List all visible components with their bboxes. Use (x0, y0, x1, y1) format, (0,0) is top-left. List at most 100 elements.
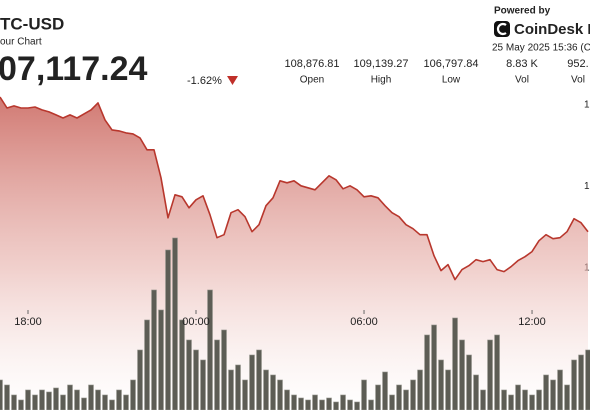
volume-bar (459, 339, 465, 410)
volume-bar (431, 324, 437, 410)
volume-bar (74, 389, 80, 410)
volume-bar (144, 319, 150, 410)
down-arrow (227, 76, 238, 85)
x-tick-label: 12:00 (518, 316, 546, 328)
volume-bar (0, 379, 3, 410)
volume-bar (417, 369, 423, 410)
volume-bar (445, 369, 451, 410)
volume-bar (25, 389, 31, 410)
volume-bar (18, 399, 24, 410)
volume-bar (473, 374, 479, 410)
stat-label: High (371, 75, 392, 86)
stat-label: Open (300, 75, 324, 86)
volume-bar (466, 354, 472, 410)
volume-bar (179, 319, 185, 410)
volume-bar (39, 389, 45, 410)
volume-bar (263, 369, 269, 410)
brand: CoinDesk Da (514, 21, 590, 38)
volume-bar (452, 317, 458, 410)
volume-bar (242, 379, 248, 410)
volume-bar (200, 359, 206, 410)
x-tick-label: 00:00 (182, 316, 210, 328)
volume-bar (228, 369, 234, 410)
x-tick-label: 06:00 (350, 316, 378, 328)
volume-bar (501, 389, 507, 410)
volume-bar (249, 354, 255, 410)
header: TC-USD our Chart 07,117.24 -1.62% Powere… (0, 6, 590, 88)
volume-bar (137, 349, 143, 410)
stat-value: 109,139.27 (353, 58, 408, 70)
volume-bar (298, 397, 304, 410)
volume-bar (32, 394, 38, 410)
volume-bar (186, 339, 192, 410)
volume-bar (368, 399, 374, 410)
volume-bar (522, 389, 528, 410)
volume-bar (480, 389, 486, 410)
y-tick-label: 1 (584, 100, 590, 111)
volume-bar (277, 379, 283, 410)
volume-bar (95, 389, 101, 410)
volume-bar (284, 389, 290, 410)
volume-bar (165, 249, 171, 410)
volume-bar (81, 397, 87, 410)
volume-bar (172, 237, 178, 410)
volume-bar (326, 397, 332, 410)
volume-bar (291, 394, 297, 410)
price-line (0, 96, 589, 281)
volume-bar (403, 389, 409, 410)
volume-bar (235, 364, 241, 410)
volume-bar (60, 394, 66, 410)
volume-bar (221, 329, 227, 410)
volume-bar (4, 384, 10, 410)
volume-bar (487, 339, 493, 410)
volume-bar (46, 391, 52, 410)
volume-bar (508, 394, 514, 410)
change: -1.62% (187, 75, 222, 87)
volume-bar (312, 394, 318, 410)
volume-bar (375, 384, 381, 410)
volume-bar (361, 379, 367, 410)
volume-bar (536, 389, 542, 410)
x-tick-label: 18:00 (14, 316, 42, 328)
volume-bar (340, 394, 346, 410)
volume-bar (571, 359, 577, 410)
volume-bar (11, 394, 17, 410)
volume-bar (578, 354, 584, 410)
volume-bar (396, 384, 402, 410)
volume-bar (214, 339, 220, 410)
powered-by: Powered by (494, 6, 551, 17)
volume-bar (53, 387, 59, 410)
volume-bar (102, 394, 108, 410)
volume-bar (557, 369, 563, 410)
volume-bar (389, 394, 395, 410)
timestamp: 25 May 2025 15:36 (Co (492, 43, 590, 54)
stat-value: 952. (567, 58, 588, 70)
volume-bar (305, 399, 311, 410)
stat-value: 106,797.84 (423, 58, 478, 70)
volume-bar (382, 371, 388, 410)
stat-label: Low (442, 75, 461, 86)
stat-label: Vol (515, 75, 529, 86)
volume-bar (410, 379, 416, 410)
volume-bar (515, 384, 521, 410)
stat-value: 108,876.81 (284, 58, 339, 70)
stat-value: 8.83 K (506, 58, 538, 70)
volume-bar (438, 359, 444, 410)
volume-bar (88, 384, 94, 410)
title: TC-USD (0, 14, 64, 33)
volume-bar (347, 399, 353, 410)
volume-bar (270, 374, 276, 410)
volume-bar (494, 334, 500, 410)
volume-bar (354, 401, 360, 410)
stat-label: Vol (571, 75, 585, 86)
volume-bar (256, 349, 262, 410)
subtitle: our Chart (0, 37, 42, 48)
volume-bar (564, 384, 570, 410)
volume-bar (116, 389, 122, 410)
volume-bar (158, 309, 164, 410)
volume-bar (193, 349, 199, 410)
volume-bar (550, 379, 556, 410)
